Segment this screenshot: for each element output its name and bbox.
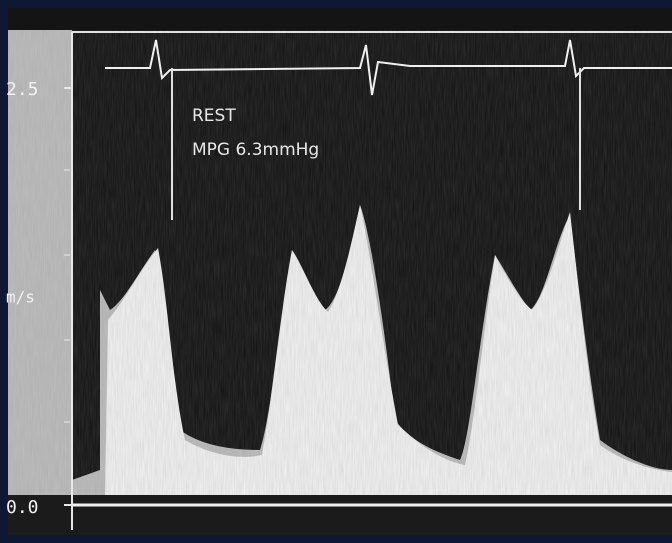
speckle (8, 30, 672, 535)
lower-band (8, 495, 672, 535)
scale-top-label: 2.5 (6, 79, 39, 100)
top-band (8, 8, 672, 30)
scale-bottom-label: 0.0 (6, 497, 39, 518)
ecg-trace (105, 39, 672, 96)
gradient-label: MPG 6.3mmHg (192, 140, 319, 160)
scale-unit-label: m/s (6, 288, 35, 307)
condition-label: REST (192, 106, 236, 126)
